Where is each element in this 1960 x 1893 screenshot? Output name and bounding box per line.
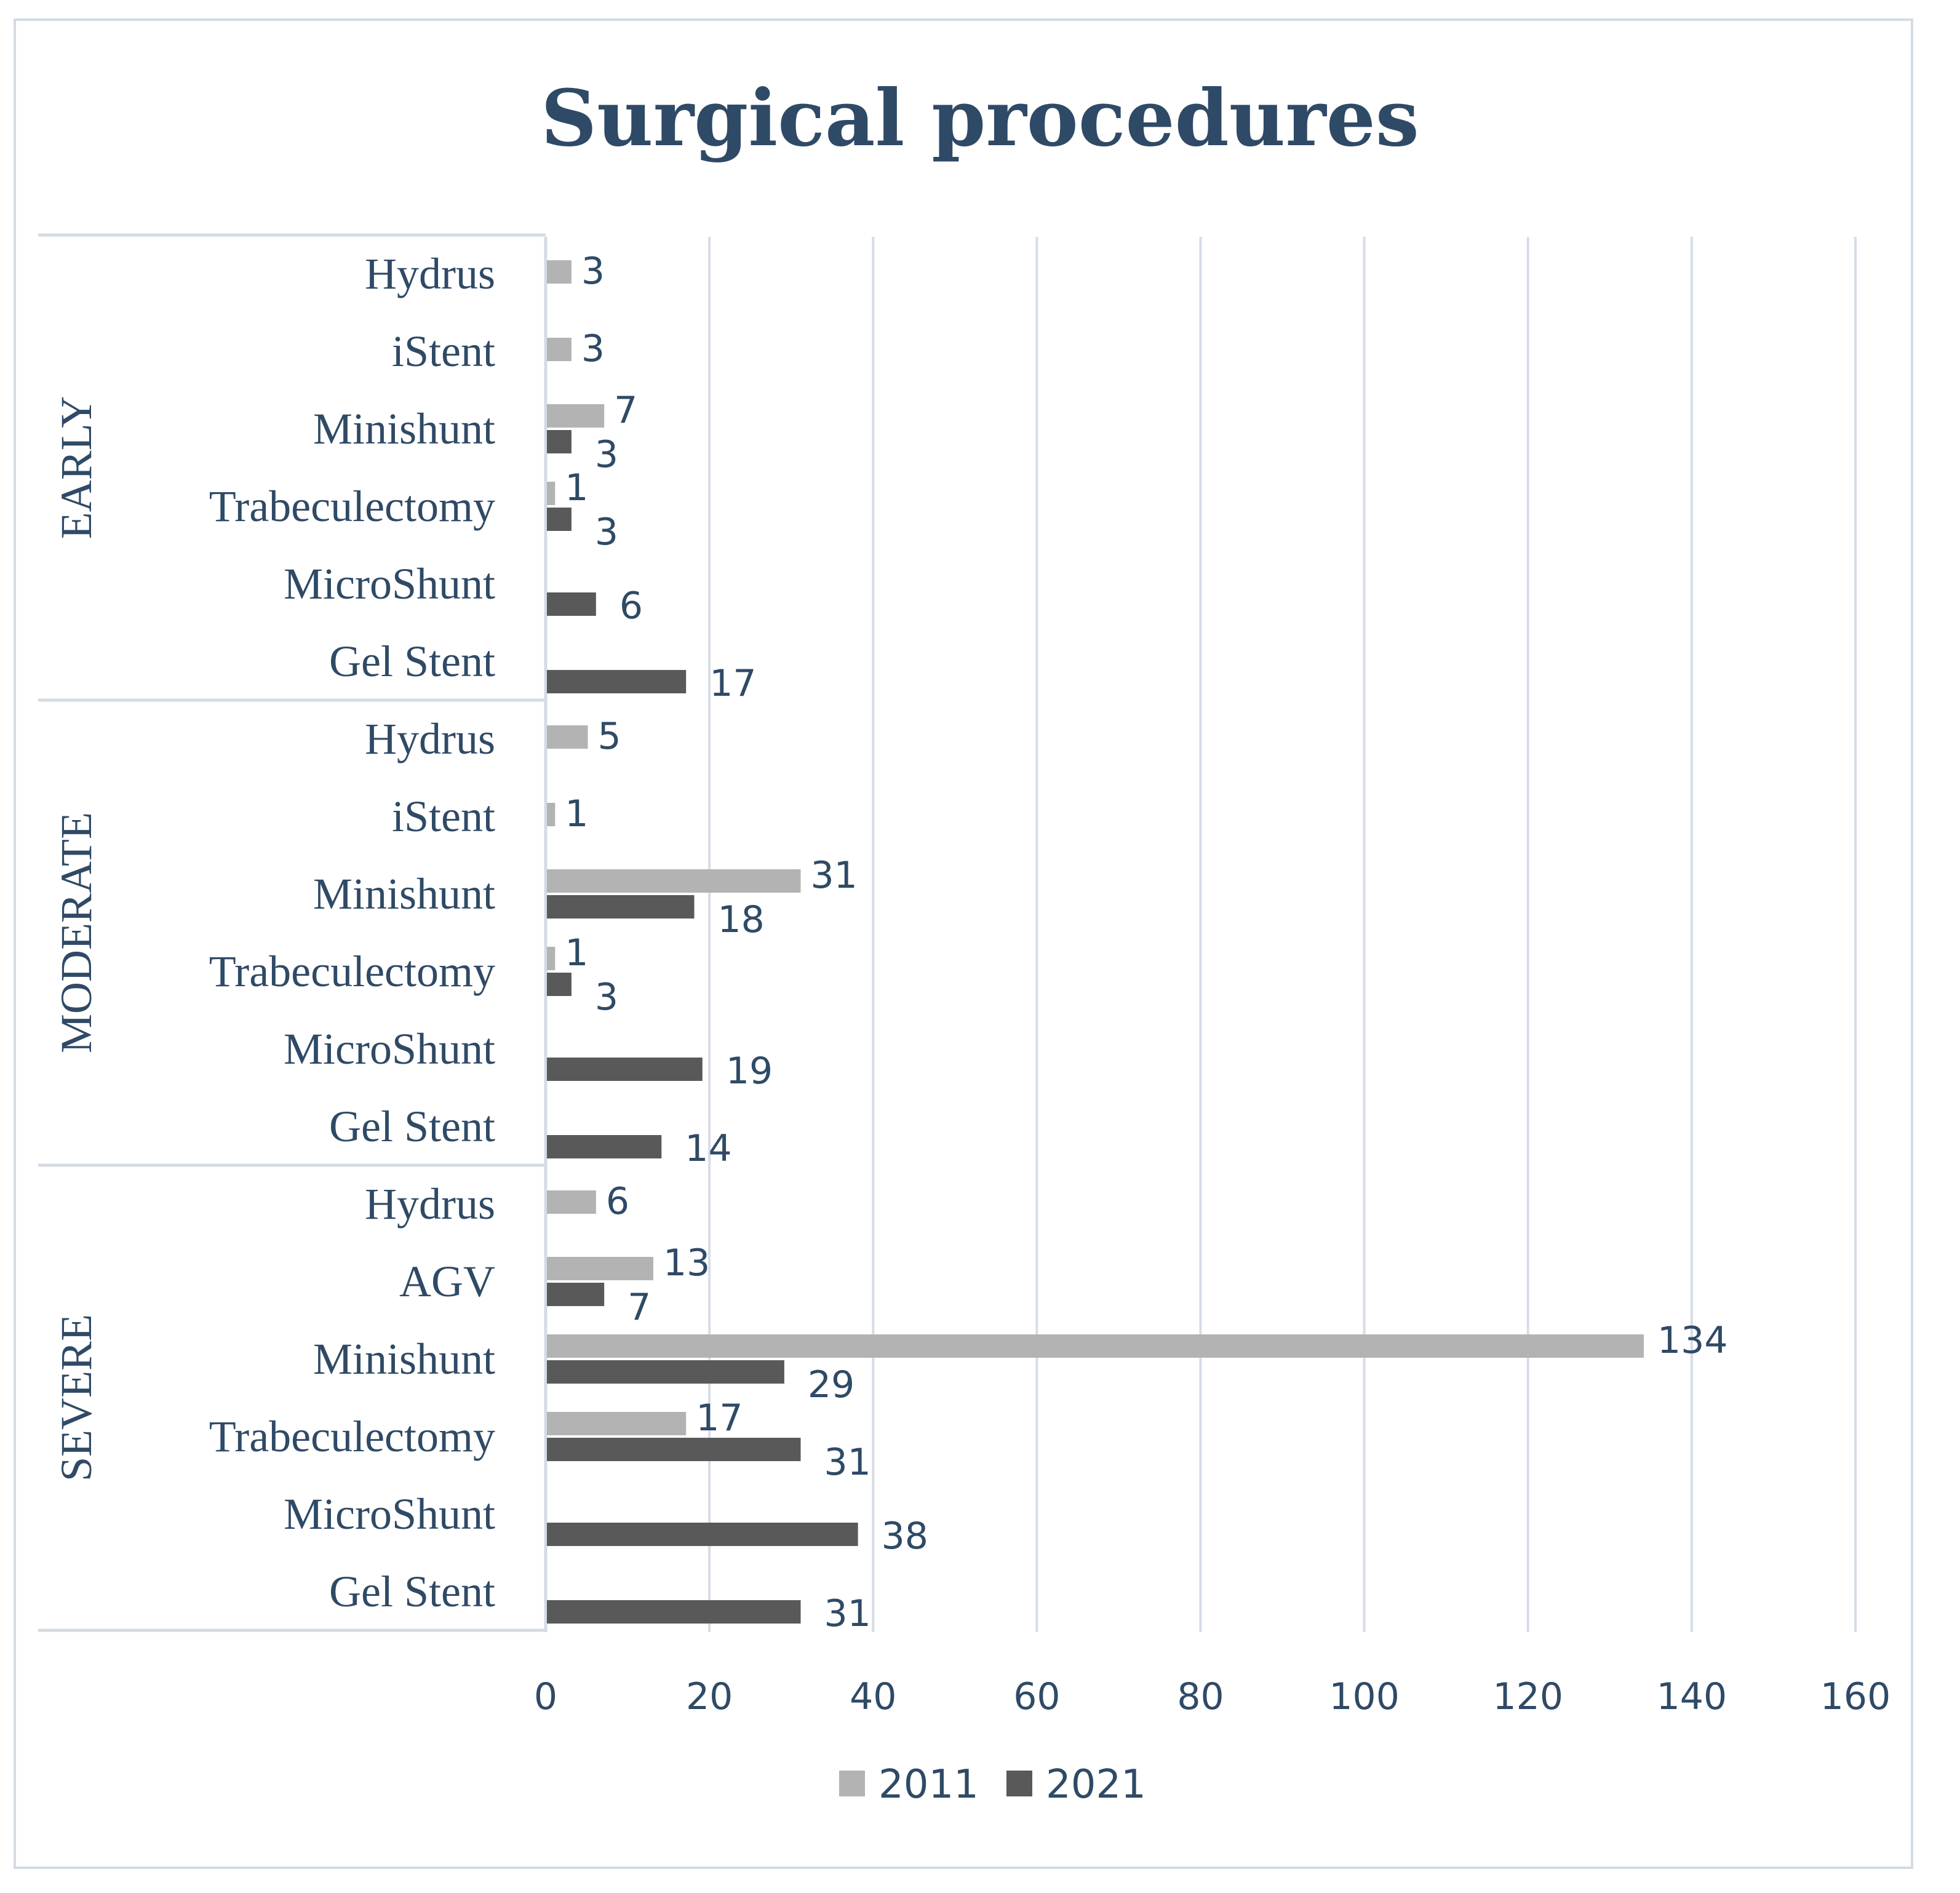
data-label-2021: 29 — [808, 1363, 855, 1406]
data-label-2011: 7 — [614, 389, 637, 432]
bar-2021 — [547, 1135, 662, 1158]
data-label-2021: 7 — [627, 1286, 651, 1329]
category-label: iStent — [392, 792, 495, 841]
data-label-2011: 17 — [696, 1397, 743, 1440]
category-label: Gel Stent — [329, 1102, 495, 1151]
category-label: Hydrus — [365, 249, 495, 298]
bar-2021 — [547, 973, 572, 996]
data-label-2021: 14 — [685, 1127, 731, 1170]
category-label: AGV — [399, 1257, 495, 1306]
bar-2021 — [547, 670, 687, 693]
data-label-2011: 1 — [565, 466, 588, 509]
data-label-2021: 3 — [595, 511, 618, 554]
category-label: MicroShunt — [284, 559, 495, 608]
category-label: Gel Stent — [329, 1567, 495, 1616]
bar-2021 — [547, 1523, 858, 1546]
category-label: Trabeculectomy — [209, 482, 495, 531]
bar-2011 — [547, 947, 556, 970]
data-label-2021: 38 — [882, 1515, 928, 1558]
data-label-2021: 3 — [595, 433, 618, 476]
group-label: MODERATE — [52, 812, 101, 1053]
x-tick-label: 20 — [686, 1675, 733, 1718]
category-label: Gel Stent — [329, 637, 495, 686]
bar-2021 — [547, 592, 596, 616]
group-label: EARLY — [52, 396, 101, 540]
chart-frame — [14, 18, 1913, 1869]
bar-2021 — [547, 895, 695, 919]
category-label: Minishunt — [313, 869, 495, 919]
group-label: SEVERE — [52, 1314, 101, 1481]
data-label-2011: 1 — [565, 792, 588, 835]
bar-2021 — [547, 1600, 801, 1624]
category-label: Trabeculectomy — [209, 1412, 495, 1461]
bar-2021 — [547, 1058, 703, 1081]
chart-title: Surgical procedures — [541, 73, 1419, 164]
category-label: Minishunt — [313, 404, 495, 453]
data-label-2021: 3 — [595, 976, 618, 1019]
category-label: Minishunt — [313, 1334, 495, 1384]
category-label: MicroShunt — [284, 1489, 495, 1539]
x-tick-label: 100 — [1329, 1675, 1400, 1718]
bar-2021 — [547, 1360, 784, 1384]
data-label-2021: 18 — [718, 898, 765, 941]
data-label-2011: 3 — [581, 327, 605, 370]
data-label-2011: 1 — [565, 931, 588, 974]
x-tick-label: 60 — [1013, 1675, 1060, 1718]
data-label-2011: 31 — [810, 854, 857, 897]
bar-2011 — [547, 482, 556, 505]
bar-2011 — [547, 1412, 687, 1435]
bar-2021 — [547, 1438, 801, 1461]
bar-2011 — [547, 1190, 596, 1214]
x-tick-label: 0 — [534, 1675, 557, 1718]
data-label-2021: 31 — [824, 1441, 870, 1484]
bar-2011 — [547, 1257, 653, 1280]
bar-2011 — [547, 338, 572, 361]
bar-2011 — [547, 725, 588, 749]
category-label: Trabeculectomy — [209, 947, 495, 996]
category-label: Hydrus — [365, 714, 495, 763]
bar-2011 — [547, 803, 556, 826]
bar-2021 — [547, 430, 572, 453]
x-tick-label: 160 — [1820, 1675, 1891, 1718]
data-label-2021: 19 — [726, 1050, 773, 1093]
legend-swatch-2011 — [839, 1771, 865, 1796]
data-label-2011: 5 — [598, 715, 621, 758]
bar-2011 — [547, 869, 801, 893]
x-tick-label: 140 — [1657, 1675, 1727, 1718]
data-label-2011: 3 — [581, 250, 605, 293]
category-label: Hydrus — [365, 1179, 495, 1229]
bar-2021 — [547, 508, 572, 531]
bar-2021 — [547, 1283, 605, 1306]
legend-swatch-2021 — [1006, 1771, 1032, 1796]
data-label-2011: 6 — [606, 1180, 629, 1223]
data-label-2021: 31 — [824, 1592, 870, 1635]
legend-label: 2021 — [1046, 1762, 1146, 1807]
x-tick-label: 120 — [1492, 1675, 1563, 1718]
bar-2011 — [547, 260, 572, 284]
category-label: MicroShunt — [284, 1024, 495, 1074]
bar-2011 — [547, 1334, 1644, 1358]
bar-2011 — [547, 404, 605, 428]
category-label: iStent — [392, 327, 495, 376]
data-label-2011: 13 — [663, 1241, 710, 1285]
x-tick-label: 40 — [850, 1675, 896, 1718]
data-label-2011: 134 — [1657, 1319, 1728, 1362]
x-tick-label: 80 — [1177, 1675, 1224, 1718]
data-label-2021: 17 — [709, 662, 756, 705]
legend-label: 2011 — [878, 1762, 979, 1807]
data-label-2021: 6 — [619, 584, 643, 628]
